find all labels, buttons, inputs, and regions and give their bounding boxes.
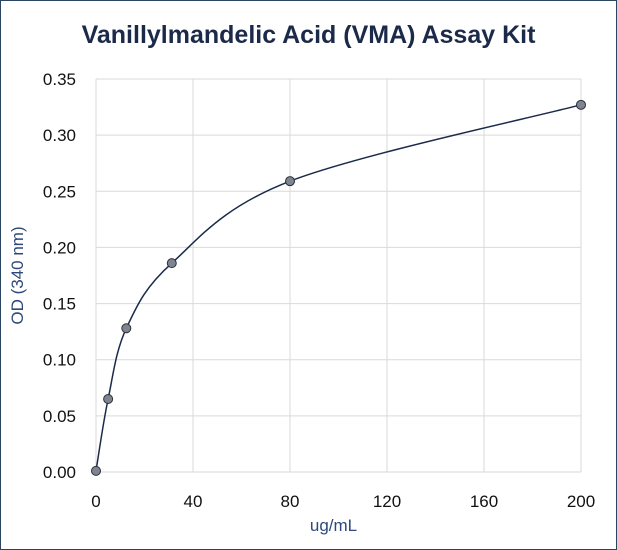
x-axis-label: ug/mL [310,516,357,535]
y-tick-label: 0.05 [43,407,76,426]
data-point-5 [576,99,586,110]
y-tick-label: 0.25 [43,182,76,201]
x-tick-label: 80 [281,492,300,511]
x-tick-label: 120 [373,492,401,511]
x-tick-label: 200 [567,492,595,511]
data-point-3 [166,258,177,269]
y-tick-label: 0.35 [43,70,76,89]
y-axis-label: OD (340 nm) [8,226,27,324]
y-tick-label: 0.00 [43,463,76,482]
x-tick-label: 0 [91,492,100,511]
y-tick-label: 0.15 [43,295,76,314]
data-point-1 [103,394,114,405]
y-tick-label: 0.10 [43,351,76,370]
x-tick-label: 160 [470,492,498,511]
data-point-2 [121,323,132,334]
x-tick-label: 40 [184,492,203,511]
chart-title: Vanillylmandelic Acid (VMA) Assay Kit [81,21,536,49]
data-point-4 [285,176,295,187]
y-tick-label: 0.30 [43,126,76,145]
data-point-0 [91,465,101,476]
y-tick-label: 0.20 [43,238,76,257]
